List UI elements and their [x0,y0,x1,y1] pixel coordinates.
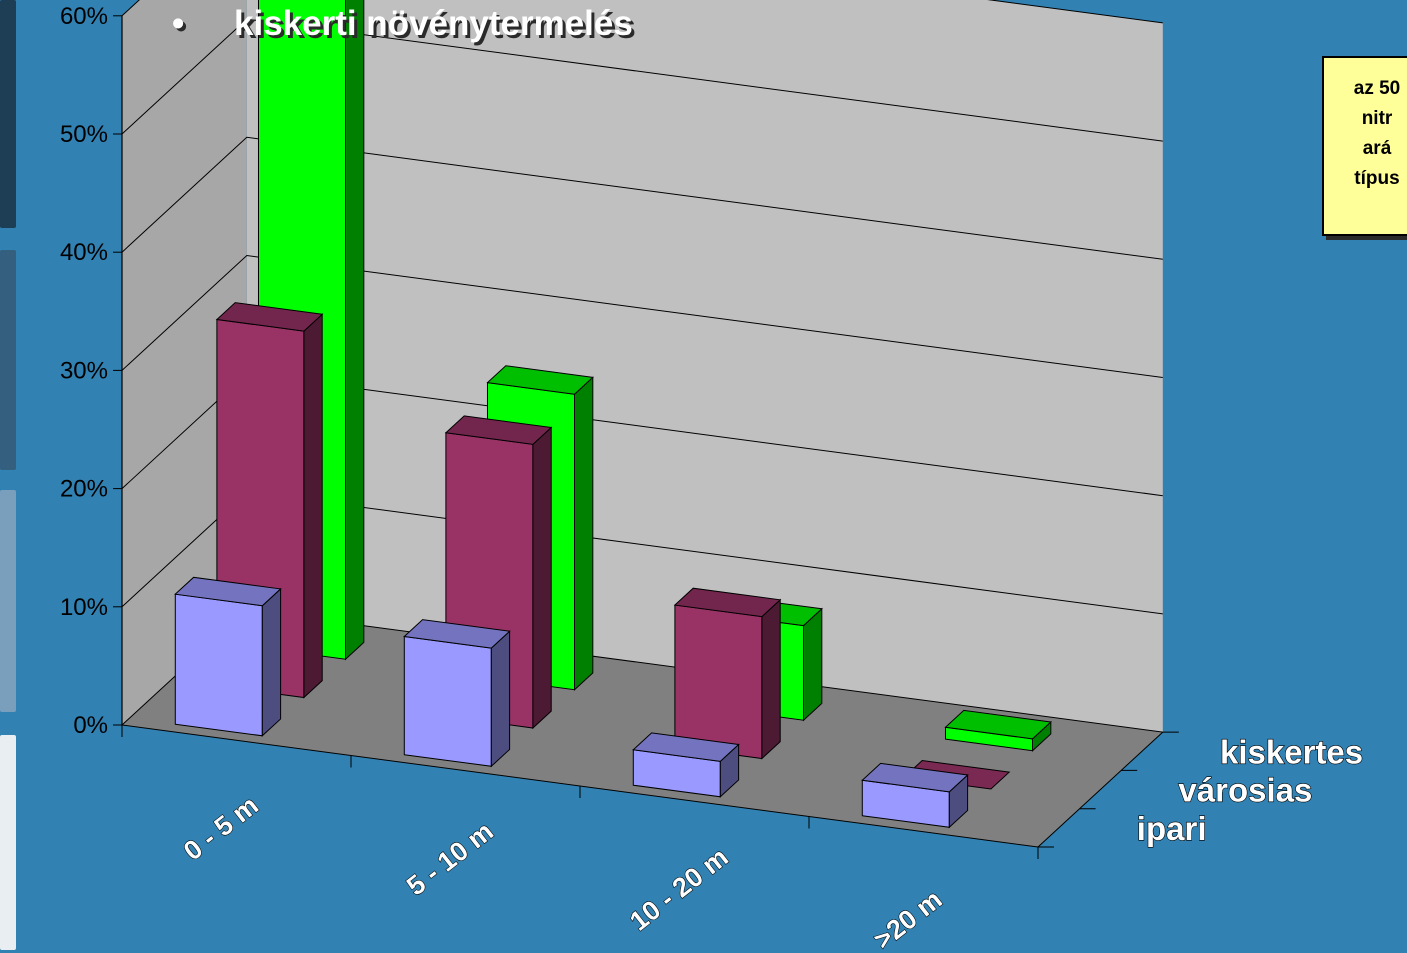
y-tick-label: 30% [60,357,108,384]
bar-side [303,313,323,699]
note-line: típus [1354,168,1400,189]
y-tick-label: 60% [60,3,108,30]
x-category-label: 0 - 5 m [178,790,264,866]
x-category-label: 5 - 10 m [401,816,499,902]
note-line: nitr [1361,108,1393,129]
note-line: az 50 [1353,78,1401,99]
thumbnail-strip-3 [0,490,16,712]
bar-side [803,607,823,722]
chart-side-wall [122,0,247,725]
thumbnail-strip-1 [0,0,16,228]
series-label: városias [1178,772,1312,809]
bar-top [944,709,1052,740]
bar-side [490,630,511,768]
bar-side [345,0,365,661]
x-category-label: 10 - 20 m [624,842,734,937]
bar-top [174,576,282,607]
bar-top [215,302,324,332]
y-tick-label: 0% [73,712,108,739]
series-label: kiskertes [1220,733,1363,770]
bar-side [574,376,594,691]
heading-bullet: • [172,4,185,43]
bar-top [403,619,511,649]
bar-front [403,635,492,767]
bar-side [532,426,552,730]
y-tick-label: 50% [60,121,108,148]
bar-top [444,415,553,445]
gridline [121,18,1163,142]
bar-top [632,732,740,762]
thumbnail-strip-2 [0,250,16,470]
series-label: ipari [1137,810,1207,847]
note-box: az 50 nitr ará típus [1322,56,1407,236]
slide-heading: • kiskerti növénytermelés [172,4,633,44]
note-line: ará [1362,138,1392,159]
bar-side [261,587,282,737]
depth-axis [1037,731,1164,848]
bar-side [761,598,781,760]
y-tick-label: 20% [60,476,108,503]
y-tick-label: 40% [60,239,108,266]
bar-front [674,604,763,760]
bar-front [174,593,263,737]
gridline [121,136,1163,260]
bar-top [861,762,969,793]
y-tick-label: 10% [60,594,108,621]
bar-top [673,587,782,618]
heading-text: kiskerti növénytermelés [234,4,633,43]
x-category-label: >20 m [868,884,947,953]
gridline [121,254,1163,378]
bar-top [486,365,594,395]
thumbnail-strip-4 [0,735,16,950]
